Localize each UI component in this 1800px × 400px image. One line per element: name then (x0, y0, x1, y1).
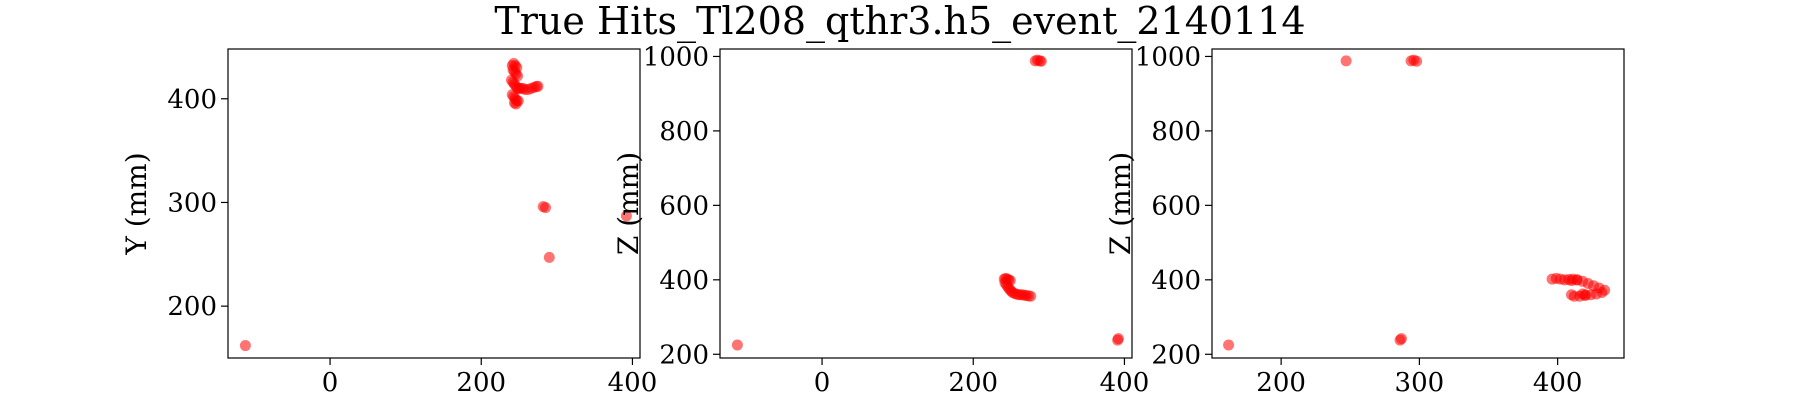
y-tick-label: 1000 (1135, 42, 1201, 72)
plot-frame (227, 48, 641, 359)
data-point (620, 210, 632, 222)
figure-title: True Hits_Tl208_qthr3.h5_event_2140114 (494, 0, 1305, 44)
data-point (540, 202, 552, 214)
data-point (1112, 334, 1124, 346)
x-tick-label: 200 (456, 368, 506, 398)
x-tick-label: 300 (1395, 368, 1445, 398)
y-axis-label: Z (mm) (612, 152, 645, 255)
y-tick-label: 600 (659, 191, 709, 221)
chart-panel-1: 0 200 400 200 300 400 Y (mm) (120, 48, 658, 398)
data-point (1577, 288, 1589, 300)
data-point (1565, 275, 1577, 287)
x-tick-label: 400 (1100, 368, 1150, 398)
y-tick-label: 300 (167, 188, 217, 218)
data-point (532, 80, 544, 92)
x-tick-label: 200 (948, 368, 998, 398)
y-tick-label: 200 (659, 340, 709, 370)
y-tick-label: 1000 (643, 42, 709, 72)
y-axis-label: Z (mm) (1104, 152, 1137, 255)
plot-frame (719, 48, 1133, 359)
y-tick-label: 400 (1151, 266, 1201, 296)
data-point (1223, 339, 1235, 351)
data-point (1025, 290, 1037, 302)
y-tick-label: 400 (167, 85, 217, 115)
data-point (1340, 55, 1352, 67)
y-tick-label: 400 (659, 266, 709, 296)
x-tick-label: 0 (322, 368, 339, 398)
x-tick-label: 400 (608, 368, 658, 398)
y-tick-label: 200 (167, 292, 217, 322)
data-point (510, 98, 522, 110)
y-tick-label: 800 (659, 117, 709, 147)
x-tick-label: 0 (814, 368, 831, 398)
y-tick-label: 200 (1151, 340, 1201, 370)
y-tick-label: 600 (1151, 191, 1201, 221)
data-point (1035, 55, 1047, 67)
y-axis-label: Y (mm) (120, 152, 153, 255)
plot-frame (1211, 48, 1625, 359)
data-point (239, 340, 251, 352)
x-tick-label: 400 (1533, 368, 1583, 398)
x-tick-label: 200 (1256, 368, 1306, 398)
data-point (543, 251, 555, 263)
chart-panel-2: 0 200 400 200 400 600 800 1000 Z (mm) (612, 42, 1149, 398)
data-point (731, 339, 743, 351)
y-tick-label: 800 (1151, 117, 1201, 147)
data-point (1394, 334, 1406, 346)
chart-panel-3: 200 300 400 200 400 600 800 1000 Z (mm) (1104, 42, 1625, 398)
data-point (1411, 55, 1423, 67)
